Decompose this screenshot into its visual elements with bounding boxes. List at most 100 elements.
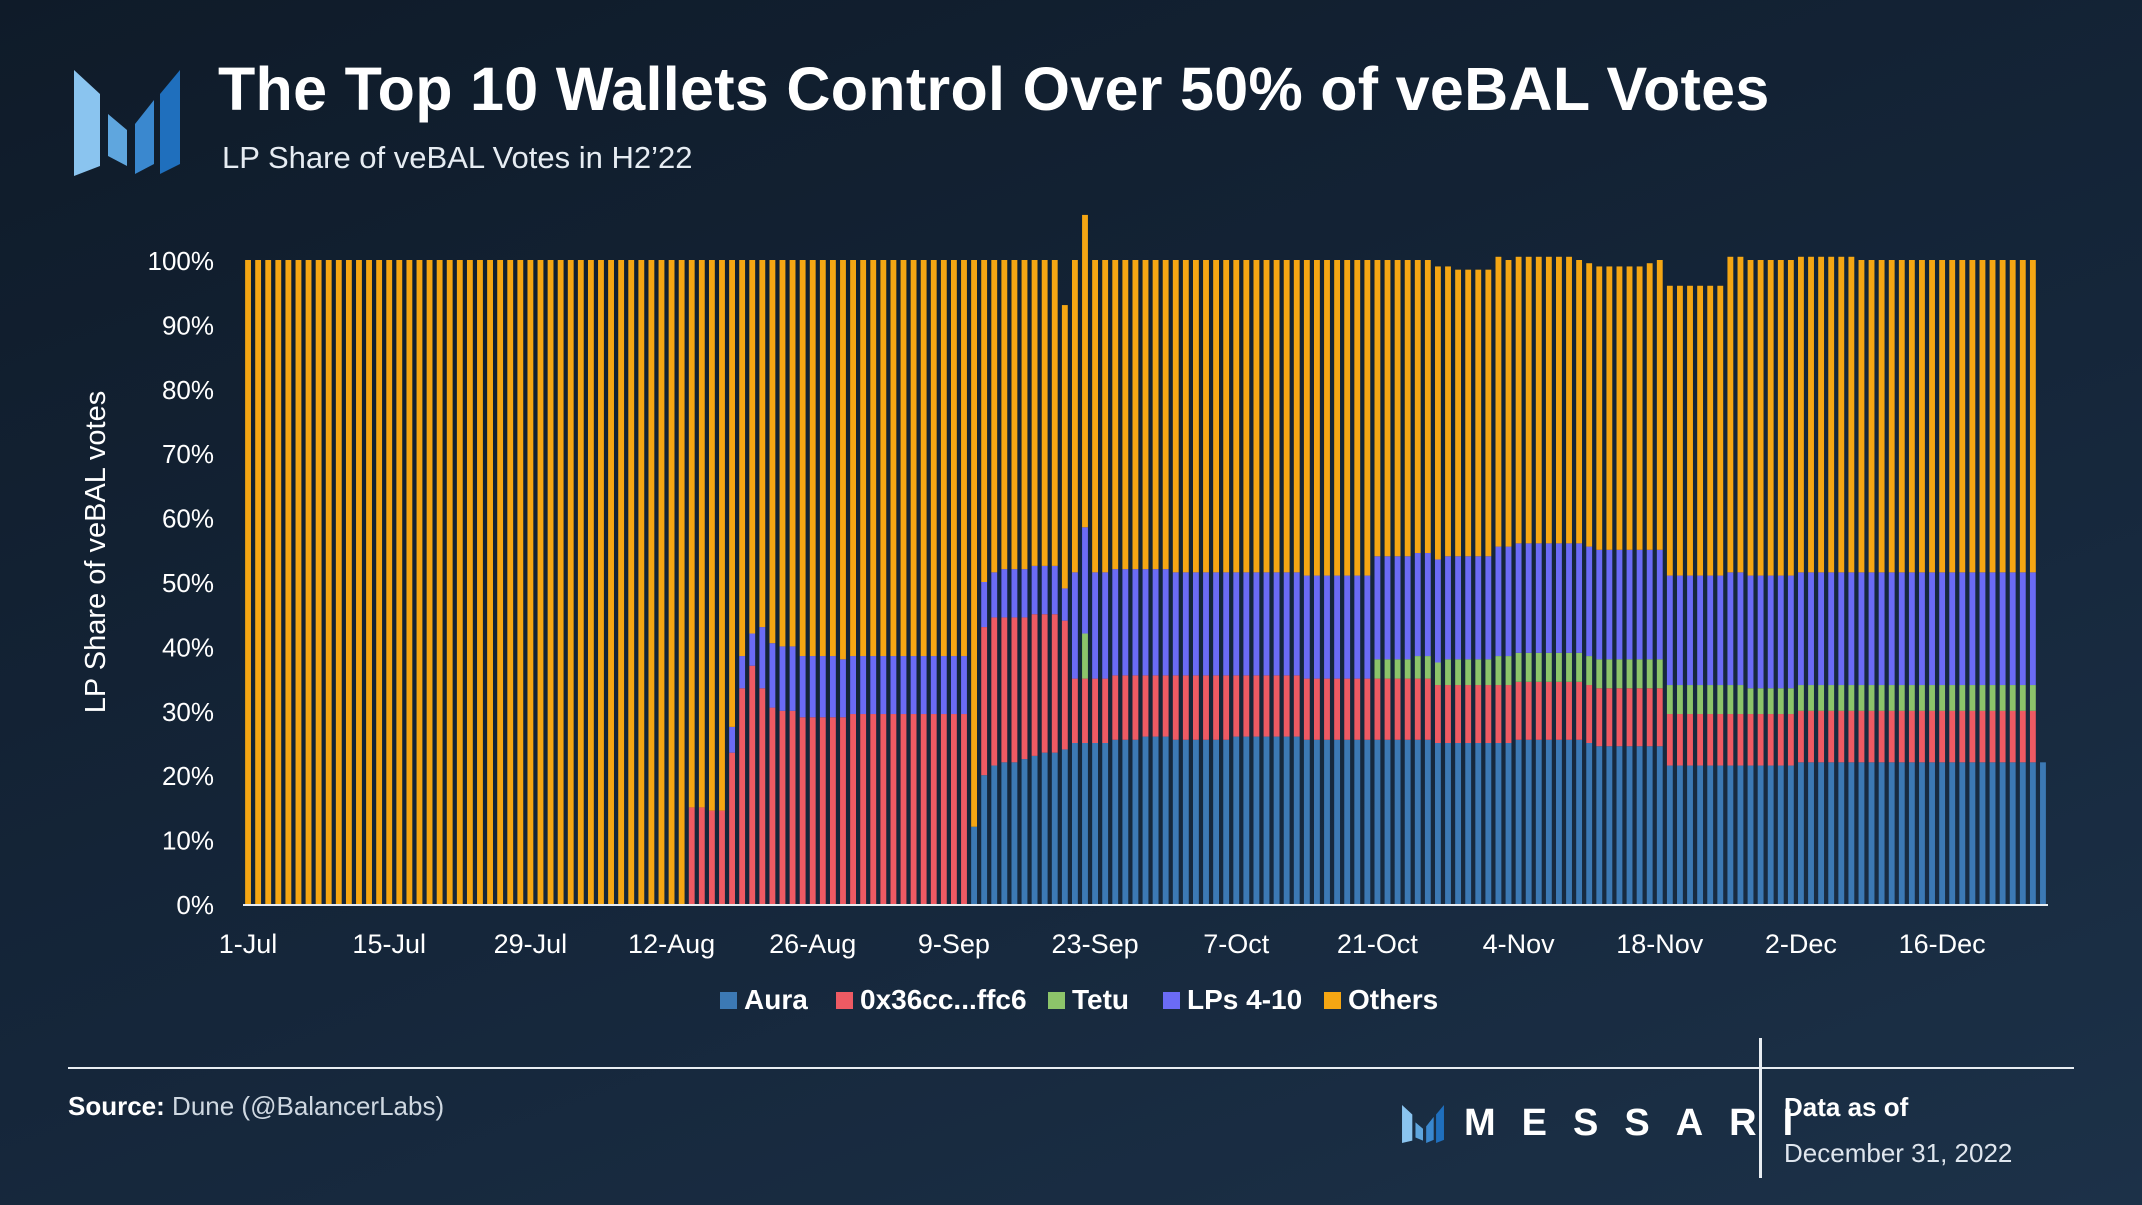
bar-segment-0x36cc-ffc6 [1969,710,1976,763]
bar-segment-others [1949,260,1956,573]
bar-segment-lps-4-10 [991,572,998,618]
brand-block: MESSARI [1402,1102,1819,1145]
bar-segment-tetu [1687,685,1693,715]
bar-segment-aura [1495,743,1502,904]
bar-segment-others [1898,260,1905,573]
bar-segment-others [618,260,625,904]
y-tick-label: 100% [148,246,215,276]
bar-segment-lps-4-10 [1636,549,1643,660]
bar-segment-others [1777,260,1784,576]
bar-segment-aura [1082,743,1088,904]
bar-segment-aura [1949,762,1956,904]
bar-segment-tetu [1727,685,1734,715]
bar-segment-others [698,260,705,808]
bar-segment-lps-4-10 [1687,575,1693,686]
bar-segment-lps-4-10 [1021,569,1028,618]
bar-segment-others [487,260,493,904]
bar-layer [243,214,2048,906]
bar-segment-aura [1979,762,1986,904]
bar-segment-aura [2040,762,2046,904]
bar-segment-others [1485,269,1492,557]
bar-segment-lps-4-10 [1808,572,1814,686]
bar-segment-lps-4-10 [1999,572,2006,686]
bar-segment-lps-4-10 [1828,572,1835,686]
bar-segment-others [1424,260,1431,554]
bar-segment-others [648,260,655,904]
bar-segment-0x36cc-ffc6 [2019,710,2026,763]
bar-segment-others [1515,256,1522,544]
bar-segment-0x36cc-ffc6 [729,752,735,904]
bar-segment-tetu [1787,688,1794,715]
bar-segment-aura [1112,739,1119,904]
bar-segment-lps-4-10 [1646,549,1653,660]
legend-swatch [1324,992,1341,1009]
legend-swatch [1048,992,1065,1009]
bar-segment-0x36cc-ffc6 [1828,710,1835,763]
bar-segment-tetu [1818,685,1825,711]
bar-segment-others [1798,256,1804,573]
bar-segment-others [1061,305,1068,589]
bar-segment-0x36cc-ffc6 [930,714,937,904]
bar-segment-lps-4-10 [1798,572,1804,686]
bar-segment-lps-4-10 [1475,556,1482,660]
x-tick-label: 16-Dec [1899,929,1986,959]
bar-segment-lps-4-10 [870,656,877,715]
bar-segment-aura [1445,743,1451,904]
bar-segment-lps-4-10 [1616,549,1623,660]
bar-segment-others [1303,260,1310,576]
bar-segment-tetu [1404,659,1411,679]
bar-segment-0x36cc-ffc6 [1041,614,1048,753]
bar-segment-others [1172,260,1179,573]
bar-segment-tetu [1414,656,1421,679]
bar-segment-others [930,260,937,657]
bar-segment-lps-4-10 [1404,556,1411,660]
bar-segment-lps-4-10 [920,656,927,715]
bar-segment-0x36cc-ffc6 [1717,714,1724,766]
bar-segment-others [275,260,282,904]
bar-segment-0x36cc-ffc6 [1949,710,1956,763]
y-tick-label: 40% [162,632,214,662]
bar-segment-0x36cc-ffc6 [900,714,907,904]
bar-segment-lps-4-10 [1092,572,1099,679]
bar-segment-0x36cc-ffc6 [739,688,746,904]
bar-segment-others [1969,260,1976,573]
bar-segment-others [809,260,816,657]
bar-segment-0x36cc-ffc6 [1384,678,1391,740]
bar-segment-others [880,260,887,657]
bar-segment-others [1757,260,1764,576]
bar-segment-0x36cc-ffc6 [688,807,695,904]
bar-segment-aura [1293,736,1300,904]
bar-segment-others [628,260,635,904]
bar-segment-lps-4-10 [759,627,766,689]
bar-segment-0x36cc-ffc6 [1303,678,1310,740]
bar-segment-tetu [1556,652,1562,682]
bar-segment-others [1092,260,1099,573]
bar-segment-others [2019,260,2026,573]
bar-segment-aura [1011,762,1018,904]
bar-segment-lps-4-10 [1787,575,1794,689]
bar-segment-0x36cc-ffc6 [1626,688,1633,747]
bar-segment-lps-4-10 [1908,572,1915,686]
bar-segment-aura [1455,743,1462,904]
bar-segment-tetu [1394,659,1401,679]
bar-segment-0x36cc-ffc6 [1293,675,1300,737]
bar-segment-tetu [1848,685,1855,711]
bar-segment-0x36cc-ffc6 [1233,675,1240,737]
bar-segment-aura [1424,739,1431,904]
bar-segment-aura [1122,739,1129,904]
bar-segment-others [981,260,988,582]
bar-segment-others [477,260,483,904]
bar-segment-lps-4-10 [1424,553,1431,657]
bar-segment-others [840,260,846,660]
bar-segment-lps-4-10 [1919,572,1925,686]
bar-segment-0x36cc-ffc6 [910,714,917,904]
bar-segment-lps-4-10 [1949,572,1956,686]
bar-segment-others [769,260,776,644]
bar-segment-aura [1192,739,1199,904]
legend-label: 0x36cc...ffc6 [860,984,1027,1015]
bar-segment-aura [1092,743,1099,904]
bar-segment-0x36cc-ffc6 [1404,678,1411,740]
bar-segment-others [1929,260,1935,573]
x-tick-label: 29-Jul [494,929,568,959]
x-tick-label: 21-Oct [1337,929,1419,959]
